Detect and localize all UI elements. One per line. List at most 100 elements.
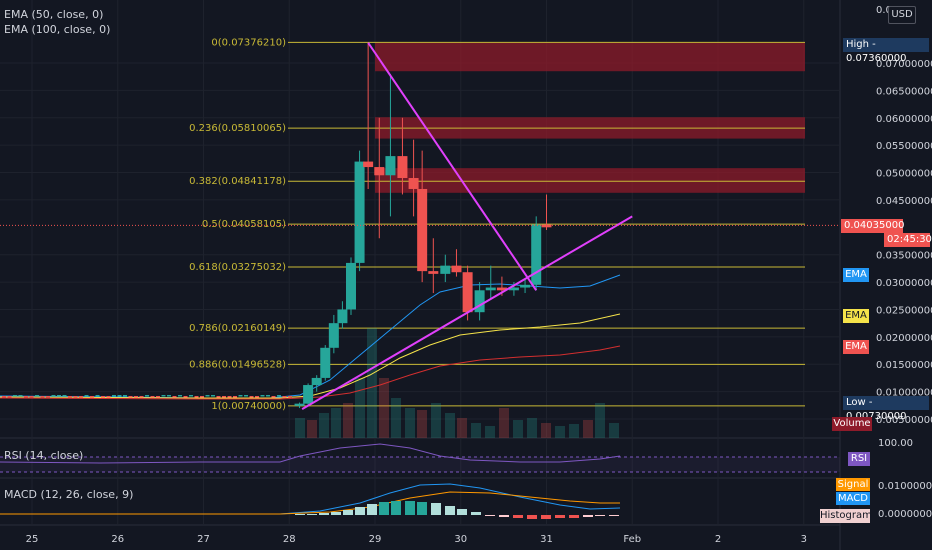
- price-tick-label: 0.05500000: [876, 141, 932, 152]
- candle: [206, 395, 210, 397]
- candle-body: [531, 225, 541, 285]
- fib-retracement: 0(0.07376210)0.236(0.05810065)0.382(0.04…: [189, 37, 805, 411]
- candle-body: [451, 266, 461, 273]
- candle-body: [355, 162, 365, 263]
- candle: [19, 395, 23, 397]
- fib-level-label: 1(0.00740000): [211, 401, 286, 412]
- fib-level-label: 0.618(0.03275032): [189, 262, 286, 273]
- candle-body: [320, 348, 330, 378]
- volume-bar: [431, 403, 441, 438]
- candle-body: [374, 167, 384, 175]
- histogram-bar: [595, 515, 605, 516]
- candle: [184, 396, 188, 398]
- histogram-bar: [609, 515, 619, 516]
- volume-bar: [331, 408, 341, 438]
- ema-yellow-tag: EMA: [843, 309, 869, 323]
- candle: [30, 396, 34, 398]
- trendlines: [302, 43, 632, 409]
- histogram-bar: [513, 515, 523, 518]
- fib-level-label: 0(0.07376210): [211, 37, 286, 48]
- candle: [178, 395, 182, 397]
- volume-bar: [379, 378, 389, 438]
- candle: [90, 396, 94, 398]
- histogram-bar: [331, 512, 341, 515]
- histogram-bar: [457, 509, 467, 515]
- volume-bar: [405, 408, 415, 438]
- price-tick-label: 0.04500000: [876, 196, 932, 207]
- ema-red-tag: EMA: [843, 340, 869, 354]
- supply-zones: [375, 43, 805, 193]
- price-tick-label: 0.01500000: [876, 360, 932, 371]
- rsi-tag: RSI: [848, 452, 870, 466]
- candle: [244, 395, 248, 397]
- candle: [24, 396, 28, 398]
- rsi-legend[interactable]: RSI (14, close): [4, 449, 83, 462]
- candle: [96, 395, 100, 397]
- candle: [13, 395, 17, 397]
- candle: [283, 396, 287, 398]
- countdown-tag: 02:45:30: [884, 233, 930, 247]
- histogram-bar: [307, 514, 317, 515]
- candle: [118, 395, 122, 397]
- volume-bar: [555, 426, 565, 438]
- histogram-bar: [499, 515, 509, 517]
- histogram-bar: [445, 506, 455, 515]
- fib-level-label: 0.382(0.04841178): [189, 176, 286, 187]
- volume-bar: [295, 418, 305, 438]
- candle: [123, 395, 127, 397]
- histogram-bar: [355, 507, 365, 515]
- candle: [107, 396, 111, 398]
- volume-bar: [609, 423, 619, 438]
- candle: [266, 395, 270, 397]
- macd-tag: MACD: [836, 492, 870, 505]
- candle: [250, 396, 254, 398]
- candle-body: [440, 266, 450, 274]
- candle: [112, 395, 116, 397]
- candle-body: [329, 323, 339, 348]
- candle: [217, 396, 221, 398]
- candle: [145, 395, 149, 397]
- histogram-bar: [295, 514, 305, 515]
- candle: [272, 396, 276, 398]
- time-tick-label: 26: [111, 534, 124, 545]
- macd-legend[interactable]: MACD (12, 26, close, 9): [4, 488, 133, 501]
- currency-button[interactable]: USD: [888, 6, 916, 24]
- candle: [68, 396, 72, 398]
- time-tick-label: 28: [283, 534, 296, 545]
- price-tick-label: 0.02000000: [876, 333, 932, 344]
- candle-body: [385, 156, 395, 175]
- price-tick-label: 0.06000000: [876, 114, 932, 125]
- candle: [85, 395, 89, 397]
- price-tick-label: 0.03500000: [876, 251, 932, 262]
- candle-body: [428, 271, 438, 274]
- candle-body: [303, 385, 313, 404]
- candle: [2, 396, 6, 398]
- signal-tag: Signal: [836, 478, 870, 491]
- time-axis: 25 26 27 28 29 30 31 Feb 2 3: [26, 534, 807, 545]
- volume-bar: [499, 408, 509, 438]
- candle: [233, 396, 237, 398]
- price-tick-label: 0.06500000: [876, 86, 932, 97]
- histogram-bar: [569, 515, 579, 518]
- volume-bar: [485, 426, 495, 438]
- volume-bar: [569, 424, 579, 438]
- histogram-bar: [541, 515, 551, 519]
- volume-bar: [391, 398, 401, 438]
- supply-zone: [375, 43, 805, 71]
- volume-bars: [295, 328, 619, 438]
- time-tick-label: 27: [197, 534, 210, 545]
- candle: [156, 396, 160, 398]
- candle: [101, 396, 105, 398]
- candle-body: [397, 156, 407, 178]
- ema50-legend[interactable]: EMA (50, close, 0): [4, 8, 103, 21]
- rsi-band-fill: [0, 457, 840, 472]
- high-label: High - 0.07360000: [843, 38, 929, 52]
- ema100-legend[interactable]: EMA (100, close, 0): [4, 23, 110, 36]
- candle-body: [295, 404, 305, 406]
- volume-bar: [471, 423, 481, 438]
- candle: [46, 396, 50, 398]
- candle-body: [312, 378, 322, 385]
- candle: [261, 395, 265, 397]
- histogram-bar: [485, 515, 495, 516]
